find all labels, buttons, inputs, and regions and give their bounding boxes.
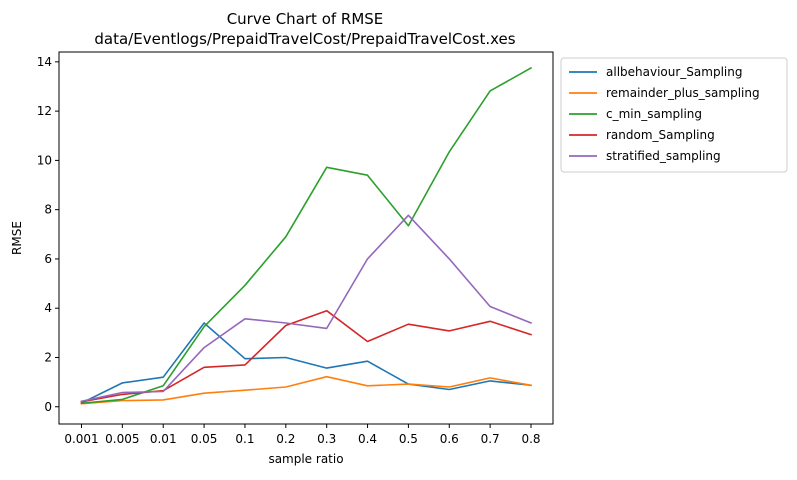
y-tick-label: 14 <box>37 55 52 69</box>
y-axis-label: RMSE <box>10 221 24 255</box>
y-tick-label: 12 <box>37 104 52 118</box>
x-tick-label: 0.005 <box>105 432 139 446</box>
x-axis-ticks: 0.001 0.005 0.01 0.05 0.1 0.2 0.3 0.4 0.5 0.6 0.7 0… <box>64 424 541 446</box>
y-tick-label: 2 <box>44 350 52 364</box>
series-line-remainder-plus-sampling <box>80 375 532 405</box>
legend-box <box>560 57 788 173</box>
x-tick-label: 0.6 <box>440 432 459 446</box>
x-tick-label: 0.7 <box>481 432 500 446</box>
x-tick-label: 0.1 <box>235 432 254 446</box>
series-line-allbehaviour-sampling <box>80 322 532 405</box>
legend-label: allbehaviour_Sampling <box>606 65 742 79</box>
legend-label: stratified_sampling <box>606 149 721 163</box>
x-tick-label: 0.001 <box>64 432 98 446</box>
x-tick-label: 0.3 <box>317 432 336 446</box>
y-tick-label: 10 <box>37 153 52 167</box>
y-tick-label: 8 <box>44 203 52 217</box>
y-tick-label: 0 <box>44 400 52 414</box>
x-tick-label: 0.2 <box>276 432 295 446</box>
x-tick-label: 0.8 <box>521 432 540 446</box>
x-tick-label: 0.5 <box>399 432 418 446</box>
x-tick-label: 0.4 <box>358 432 377 446</box>
legend-label: c_min_sampling <box>606 107 702 121</box>
x-axis-label: sample ratio <box>268 452 343 466</box>
series-line-stratified-sampling <box>80 214 533 403</box>
series-line-c-min-sampling <box>80 66 533 405</box>
x-tick-label: 0.01 <box>150 432 177 446</box>
x-tick-label: 0.05 <box>191 432 218 446</box>
chart-subtitle: data/Eventlogs/PrepaidTravelCost/Prepaid… <box>94 30 515 48</box>
y-tick-label: 6 <box>44 252 52 266</box>
y-axis-ticks: 0 2 4 6 8 10 12 14 <box>37 55 59 414</box>
legend-label: remainder_plus_sampling <box>606 86 760 100</box>
legend: allbehaviour_Sampling remainder_plus_samp… <box>560 57 788 173</box>
y-tick-label: 4 <box>44 301 52 315</box>
plot-lines <box>80 66 533 405</box>
plot-frame <box>58 51 554 425</box>
chart-title: Curve Chart of RMSE <box>227 10 384 28</box>
legend-label: random_Sampling <box>606 128 715 142</box>
series-line-random-sampling <box>80 309 533 403</box>
